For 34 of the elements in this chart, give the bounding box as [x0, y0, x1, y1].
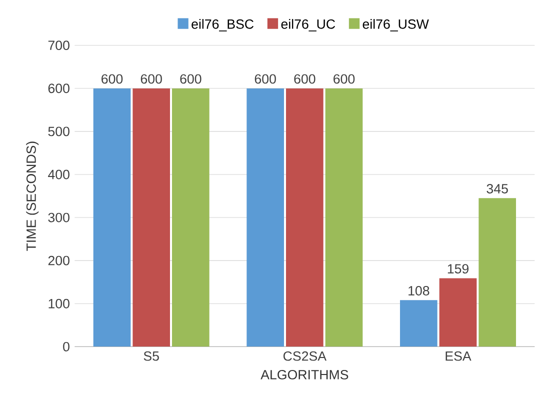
legend-label: eil76_BSC — [192, 19, 254, 32]
y-tick-label: 400 — [48, 170, 70, 180]
bar — [286, 88, 324, 347]
y-tick-label: 200 — [48, 256, 70, 266]
legend-label: eil76_UC — [281, 19, 336, 32]
data-label: 159 — [448, 264, 469, 274]
y-tick-label: 300 — [48, 212, 70, 222]
legend-label: eil76_USW — [362, 19, 429, 32]
data-label: 108 — [408, 286, 430, 296]
data-label: 600 — [334, 74, 355, 84]
y-tick-label: 500 — [48, 126, 70, 136]
bar — [325, 88, 363, 347]
y-tick-label: 600 — [48, 84, 70, 94]
data-label: 600 — [180, 74, 202, 84]
bar — [439, 278, 477, 347]
x-tick-label: CS2SA — [283, 351, 326, 361]
y-tick-label: 700 — [48, 40, 70, 50]
y-axis-title: TIME (SECONDS) — [26, 142, 39, 251]
bar — [132, 88, 170, 347]
bar — [93, 88, 131, 347]
x-axis-title: ALGORITHMS — [260, 370, 348, 380]
data-label: 600 — [254, 74, 276, 84]
bar — [246, 88, 284, 347]
y-tick-label: 100 — [48, 298, 70, 308]
bar — [478, 198, 516, 347]
bar — [172, 88, 210, 347]
y-tick-label: 0 — [63, 342, 70, 352]
data-label: 345 — [486, 184, 508, 194]
data-label: 600 — [294, 74, 316, 84]
x-tick-label: S5 — [144, 351, 159, 361]
bar — [400, 300, 438, 347]
x-tick-label: ESA — [446, 351, 472, 361]
data-label: 600 — [102, 74, 123, 84]
data-label: 600 — [140, 74, 162, 84]
